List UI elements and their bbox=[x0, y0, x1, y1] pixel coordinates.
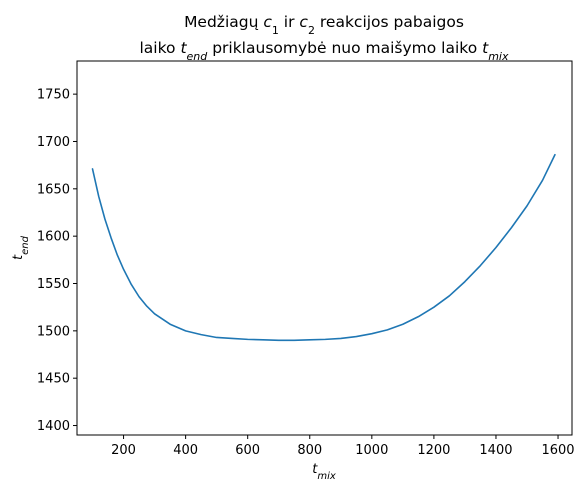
series-line bbox=[91, 153, 556, 342]
chart-title-line-2: laiko tend priklausomybė nuo maišymo lai… bbox=[140, 39, 509, 63]
plot-area bbox=[91, 153, 556, 342]
x-tick-label: 800 bbox=[297, 443, 322, 458]
y-axis-label: tend bbox=[11, 235, 31, 260]
y-tick-label: 1450 bbox=[37, 372, 70, 387]
y-tick-label: 1700 bbox=[37, 135, 70, 150]
x-tick-label: 1400 bbox=[479, 443, 512, 458]
x-axis-label: tmix bbox=[312, 462, 336, 482]
y-tick-label: 1550 bbox=[37, 277, 70, 292]
y-tick-label: 1600 bbox=[37, 230, 70, 245]
x-tick-label: 1200 bbox=[417, 443, 450, 458]
x-tick-label: 400 bbox=[173, 443, 198, 458]
x-tick-label: 600 bbox=[235, 443, 260, 458]
y-tick-label: 1500 bbox=[37, 324, 70, 339]
x-axis: 200 400 600 800 1000 1200 1400 1600 bbox=[111, 435, 575, 458]
chart-title-line-1: Medžiagų c1 ir c2 reakcijos pabaigos bbox=[184, 13, 464, 37]
x-tick-label: 1000 bbox=[355, 443, 388, 458]
y-tick-label: 1750 bbox=[37, 88, 70, 103]
x-tick-label: 1600 bbox=[541, 443, 574, 458]
y-tick-label: 1400 bbox=[37, 419, 70, 434]
plot-frame bbox=[76, 60, 573, 436]
x-tick-label: 200 bbox=[111, 443, 136, 458]
y-tick-label: 1650 bbox=[37, 182, 70, 197]
y-axis: 1400 1450 1500 1550 1600 1650 1700 1750 bbox=[37, 88, 77, 434]
